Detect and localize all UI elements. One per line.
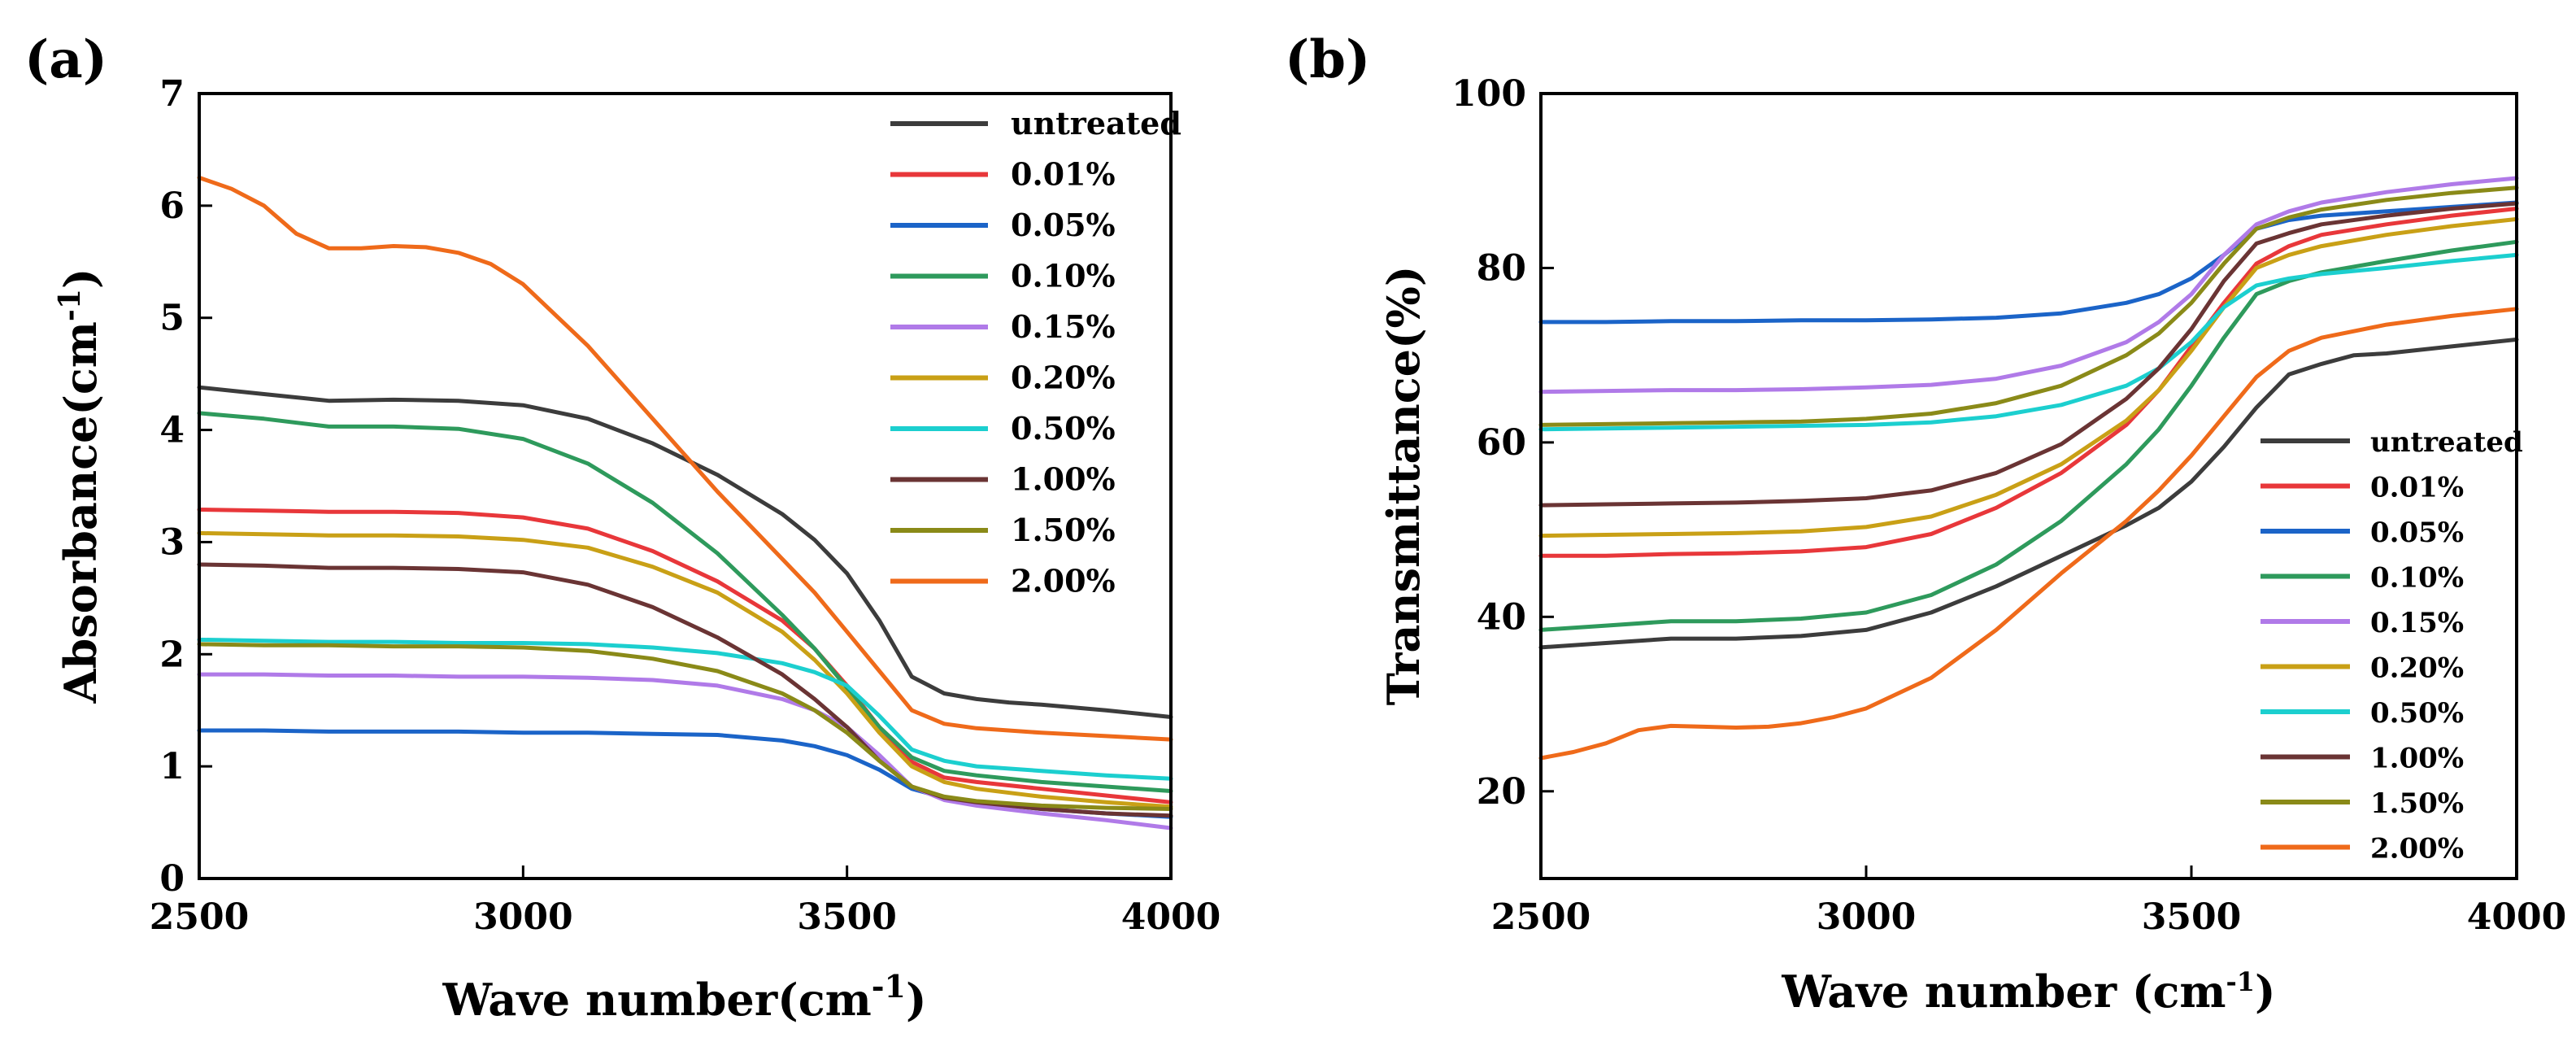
legend-label-b-6: 0.50% <box>2370 697 2464 730</box>
y-tick-label-b-4: 100 <box>1451 73 1526 115</box>
x-tick-label-a-1: 3000 <box>473 896 572 938</box>
legend-label-b-2: 0.05% <box>2370 517 2464 549</box>
y-axis-title-a-sup: -1 <box>53 289 87 321</box>
series-line-b-2 <box>1538 200 2519 325</box>
series-line-a-8 <box>197 642 1173 811</box>
legend-label-a-0: untreated <box>1011 105 1181 142</box>
legend-label-b-1: 0.01% <box>2370 472 2464 504</box>
series-line-a-6 <box>197 637 1173 781</box>
series-line-b-7 <box>1538 201 2519 508</box>
series-line-a-7 <box>197 562 1173 818</box>
x-tick-label-a-2: 3500 <box>797 896 896 938</box>
x-axis-title-a: Wave number(cm-1) <box>442 968 926 1026</box>
series-line-a-3 <box>197 411 1173 793</box>
y-tick-label-a-6: 6 <box>159 185 185 227</box>
y-axis-title-a: Absorbance(cm-1) <box>53 268 107 704</box>
y-tick-label-b-2: 60 <box>1477 422 1526 464</box>
panel-label-b: (b) <box>1285 29 1370 90</box>
legend-label-a-8: 1.50% <box>1011 512 1116 548</box>
series-line-a-5 <box>197 530 1173 809</box>
y-tick-label-b-3: 80 <box>1477 247 1526 289</box>
series-line-a-0 <box>197 385 1173 719</box>
x-tick-label-a-0: 2500 <box>150 896 249 938</box>
series-line-b-4 <box>1538 176 2519 395</box>
legend-a: untreated 0.01% 0.05% 0.10% 0.15% 0.20% 0.50% 1… <box>890 105 1181 599</box>
ticks-group-a: 2500 3000 3500 4000 0 1 2 3 4 5 6 7 <box>150 73 1221 938</box>
x-tick-label-b-0: 2500 <box>1491 896 1590 938</box>
legend-label-b-4: 0.15% <box>2370 607 2464 639</box>
plot-frame-a <box>198 92 1173 880</box>
series-line-a-4 <box>197 672 1173 831</box>
panel-a: (a) 2500 3000 3500 4000 0 1 2 3 4 5 6 7 Wave number… <box>24 29 1221 1026</box>
series-line-b-0 <box>1538 337 2519 650</box>
x-axis-title-b-sup: -1 <box>2226 966 2255 997</box>
x-tick-label-a-3: 4000 <box>1121 896 1221 938</box>
series-line-a-1 <box>197 508 1173 804</box>
series-line-a-9 <box>197 175 1173 742</box>
legend-label-b-8: 1.50% <box>2370 787 2464 820</box>
x-tick-label-b-1: 3000 <box>1817 896 1916 938</box>
legend-label-a-9: 2.00% <box>1011 563 1116 599</box>
x-axis-title-a-end: ) <box>906 974 927 1026</box>
legend-label-a-7: 1.00% <box>1011 461 1116 498</box>
series-group-b <box>1538 176 2519 761</box>
y-tick-label-a-1: 1 <box>159 746 185 787</box>
y-axis-title-a-end: ) <box>54 268 107 290</box>
y-axis-title-b: Transmittance(%) <box>1377 266 1429 706</box>
y-tick-label-a-7: 7 <box>159 73 185 115</box>
panel-label-a: (a) <box>24 29 107 90</box>
y-tick-label-a-5: 5 <box>159 298 185 339</box>
x-axis-title-b-main: Wave number (cm <box>1781 966 2226 1018</box>
legend-b: untreated 0.01% 0.05% 0.10% 0.15% 0.20% 0.50% 1… <box>2261 426 2523 865</box>
x-tick-label-b-3: 4000 <box>2467 896 2566 938</box>
legend-label-a-1: 0.01% <box>1011 156 1116 193</box>
legend-label-a-4: 0.15% <box>1011 308 1116 345</box>
x-axis-title-b: Wave number (cm-1) <box>1781 966 2275 1018</box>
y-tick-label-a-0: 0 <box>159 858 185 900</box>
legend-label-a-3: 0.10% <box>1011 258 1116 294</box>
y-axis-title-a-main: Absorbance(cm <box>54 321 107 704</box>
series-line-b-8 <box>1538 185 2519 427</box>
y-tick-label-b-1: 40 <box>1477 596 1526 638</box>
x-tick-label-b-2: 3500 <box>2142 896 2241 938</box>
ticks-group-b: 2500 3000 3500 4000 20 40 60 80 100 <box>1451 73 2566 938</box>
series-line-b-1 <box>1538 207 2519 558</box>
y-tick-label-a-4: 4 <box>159 410 185 451</box>
series-line-b-5 <box>1538 216 2519 538</box>
y-tick-label-a-2: 2 <box>159 634 185 675</box>
legend-label-a-6: 0.50% <box>1011 410 1116 447</box>
x-axis-title-b-end: ) <box>2255 966 2276 1018</box>
x-axis-title-a-main: Wave number(cm <box>442 974 871 1026</box>
legend-label-b-7: 1.00% <box>2370 743 2464 775</box>
series-group-a <box>197 175 1173 831</box>
legend-label-b-5: 0.20% <box>2370 652 2464 685</box>
legend-label-b-9: 2.00% <box>2370 833 2464 865</box>
y-tick-label-b-0: 20 <box>1477 771 1526 813</box>
series-line-b-9 <box>1538 307 2519 761</box>
legend-label-b-0: untreated <box>2370 426 2523 459</box>
series-line-b-6 <box>1538 252 2519 432</box>
legend-label-a-2: 0.05% <box>1011 207 1116 243</box>
legend-label-a-5: 0.20% <box>1011 360 1116 396</box>
panel-b: (b) 2500 3000 3500 4000 20 40 60 80 100 Wave num… <box>1285 29 2566 1018</box>
y-tick-label-a-3: 3 <box>159 521 185 563</box>
plot-frame-b <box>1539 92 2518 880</box>
legend-label-b-3: 0.10% <box>2370 562 2464 595</box>
x-axis-title-a-sup: -1 <box>872 968 906 1005</box>
